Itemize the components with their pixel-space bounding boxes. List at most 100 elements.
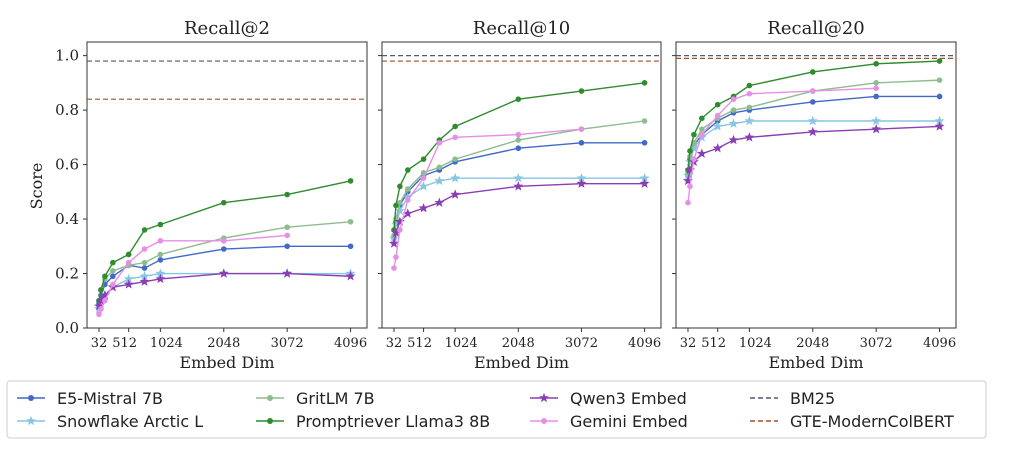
data-point (402, 192, 413, 202)
data-point (110, 259, 116, 266)
data-point (394, 205, 405, 216)
series-qwen3-embed (683, 121, 945, 186)
data-point (347, 178, 354, 184)
legend-marker (267, 395, 273, 401)
x-tick-label: 1024 (150, 336, 183, 351)
data-point (394, 216, 405, 226)
series-gemini-embed (391, 126, 585, 271)
series-qwen3-embed (389, 178, 650, 248)
data-point (712, 143, 723, 153)
data-point (873, 80, 879, 86)
legend-entry-snowflake-arctic-l: Snowflake Arctic L (17, 412, 203, 431)
data-point (141, 227, 148, 233)
data-point (125, 251, 132, 258)
data-point (220, 238, 227, 244)
data-point (404, 197, 411, 203)
legend-label: Promptriever Llama3 8B (296, 412, 490, 431)
series-promptriever-llama3-8b (391, 80, 648, 233)
data-point (936, 58, 943, 64)
data-point (641, 118, 648, 124)
data-point (691, 156, 697, 162)
x-tick-label: 3072 (565, 336, 598, 351)
data-point (688, 143, 699, 153)
data-point (393, 254, 399, 260)
data-point (96, 295, 106, 305)
legend-label: Gemini Embed (570, 412, 688, 431)
panel-recall-2: Recall@2 0.0 0.2 0.4 0.6 0.8 1.0 32 512 1024 2048 3… (55, 18, 368, 372)
panel-title: Recall@10 (473, 18, 570, 39)
data-point (696, 148, 707, 158)
x-tick-label: 32 (386, 336, 403, 351)
series-e5-mistral-7b (685, 93, 943, 179)
data-point (98, 287, 104, 293)
data-point (345, 271, 356, 281)
data-point (102, 273, 108, 280)
data-point (402, 208, 413, 218)
data-point (578, 126, 585, 132)
data-point (699, 115, 705, 122)
data-point (452, 134, 458, 141)
series-gritlm-7b (96, 218, 354, 304)
legend-label: E5-Mistral 7B (57, 389, 163, 408)
data-point (220, 246, 227, 252)
data-point (578, 88, 585, 94)
data-point (871, 123, 882, 134)
y-tick-label: 0.8 (55, 101, 79, 119)
data-point (712, 121, 723, 131)
legend-entry-qwen3-embed: Qwen3 Embed (530, 389, 687, 408)
data-point (123, 279, 134, 289)
data-point (96, 298, 106, 308)
series-line (687, 79, 940, 173)
data-point (871, 115, 882, 126)
legend-marker (28, 395, 34, 401)
series-line (687, 95, 940, 176)
panel-recall-20: Recall@20 32 512 1024 2048 3072 4096 Embed Dim (672, 18, 957, 372)
data-point (687, 148, 693, 154)
data-point (513, 181, 524, 191)
legend-marker (26, 415, 36, 426)
series-line (393, 82, 645, 230)
y-tick-label: 0.0 (55, 319, 79, 337)
data-point (96, 311, 102, 318)
series-qwen3-embed (94, 268, 356, 311)
y-tick-label: 1.0 (55, 47, 79, 65)
series-line (393, 120, 645, 236)
x-tick-label: 32 (680, 336, 697, 351)
x-tick-label: 512 (112, 336, 137, 351)
data-point (397, 199, 403, 206)
series-snowflake-arctic-l (683, 115, 945, 180)
data-point (284, 224, 290, 231)
data-point (125, 259, 132, 266)
data-point (452, 156, 458, 162)
data-point (639, 178, 650, 188)
data-point (157, 257, 164, 263)
data-point (515, 145, 522, 152)
series-line (393, 182, 645, 244)
data-point (809, 99, 816, 105)
data-point (873, 60, 879, 67)
x-tick-label: 1024 (445, 336, 478, 351)
data-point (397, 183, 403, 190)
data-point (873, 85, 879, 92)
legend-entry-gritlm-7b: GritLM 7B (256, 389, 375, 408)
x-tick-label: 2048 (502, 336, 535, 351)
data-point (873, 93, 879, 100)
data-point (434, 197, 445, 207)
data-point (123, 273, 134, 284)
data-point (641, 80, 648, 86)
data-point (347, 218, 354, 225)
series-gemini-embed (685, 85, 879, 206)
series-e5-mistral-7b (391, 139, 648, 241)
data-point (155, 273, 166, 284)
panel-title: Recall@20 (767, 18, 864, 39)
data-point (936, 77, 943, 83)
data-point (404, 186, 411, 192)
legend-entry-e5-mistral-7b: E5-Mistral 7B (17, 389, 163, 408)
data-point (141, 246, 148, 252)
y-tick-label: 0.4 (55, 210, 79, 228)
legend-entry-bm25: BM25 (750, 389, 835, 408)
legend-marker (267, 418, 273, 424)
data-point (699, 126, 705, 132)
panel-frame (381, 41, 662, 329)
